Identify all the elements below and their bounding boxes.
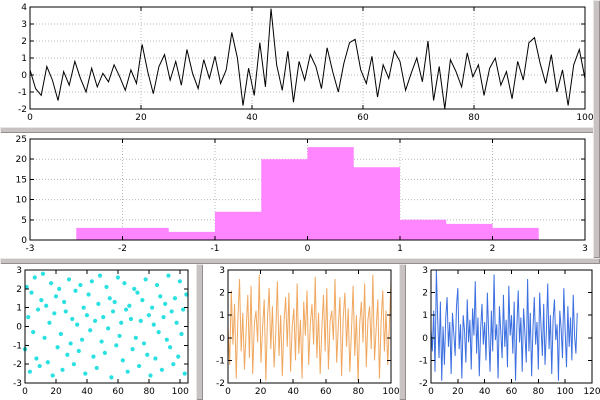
svg-text:5: 5	[21, 216, 27, 226]
svg-text:3: 3	[422, 266, 428, 276]
svg-text:3: 3	[21, 20, 27, 30]
svg-text:1: 1	[397, 244, 403, 254]
svg-text:3: 3	[16, 266, 22, 276]
svg-text:20: 20	[255, 387, 267, 397]
svg-text:100: 100	[172, 387, 189, 397]
svg-text:2: 2	[422, 289, 428, 299]
svg-text:40: 40	[287, 387, 299, 397]
svg-text:-1: -1	[419, 356, 428, 366]
svg-text:60: 60	[112, 387, 124, 397]
svg-text:60: 60	[506, 387, 518, 397]
svg-text:80: 80	[468, 113, 480, 123]
svg-text:2: 2	[219, 289, 225, 299]
svg-text:40: 40	[479, 387, 491, 397]
svg-text:80: 80	[143, 387, 155, 397]
svg-text:0: 0	[225, 387, 231, 397]
svg-text:4: 4	[21, 3, 27, 13]
svg-text:-2: -2	[18, 105, 27, 115]
svg-text:1: 1	[422, 311, 428, 321]
svg-text:60: 60	[320, 387, 332, 397]
svg-text:-3: -3	[26, 244, 35, 254]
svg-text:0: 0	[428, 387, 434, 397]
svg-text:120: 120	[583, 387, 600, 397]
svg-text:1: 1	[21, 54, 27, 64]
svg-text:3: 3	[582, 244, 588, 254]
svg-text:-2: -2	[13, 360, 22, 370]
svg-text:-1: -1	[13, 341, 22, 351]
svg-text:0: 0	[16, 323, 22, 333]
panel-noise-line-blue: 0 20 40 60 80 100 120 -2 -1 0 1 2 3	[406, 264, 600, 400]
svg-text:80: 80	[533, 387, 545, 397]
svg-text:80: 80	[353, 387, 365, 397]
svg-text:20: 20	[135, 113, 147, 123]
svg-text:0: 0	[27, 113, 33, 123]
svg-text:-1: -1	[216, 356, 225, 366]
noise-line-black-chart: 0 20 40 60 80 100 -2 -1 0 1 2 3 4	[18, 3, 593, 123]
noise-line-orange-chart: 0 20 40 60 80 100 -2 -1 0 1 2 3	[216, 266, 399, 397]
svg-text:20: 20	[50, 387, 62, 397]
svg-text:1: 1	[16, 304, 22, 314]
svg-text:25: 25	[16, 135, 27, 145]
panel-histogram-pink: -3 -2 -1 0 1 2 3 0 5 10 15 20 25	[0, 133, 593, 258]
svg-text:40: 40	[81, 387, 93, 397]
svg-text:0: 0	[422, 334, 428, 344]
panel-scatter-cyan: 0 20 40 60 80 100 -3 -2 -1 0 1 2 3	[0, 264, 196, 400]
svg-text:100: 100	[382, 387, 399, 397]
svg-text:-1: -1	[18, 88, 27, 98]
svg-text:10: 10	[16, 196, 28, 206]
scatter-cyan-chart: 0 20 40 60 80 100 -3 -2 -1 0 1 2 3	[13, 266, 189, 397]
svg-text:20: 20	[452, 387, 464, 397]
svg-text:2: 2	[16, 285, 22, 295]
svg-text:-3: -3	[13, 379, 22, 389]
noise-line-blue-chart: 0 20 40 60 80 100 120 -2 -1 0 1 2 3	[419, 266, 600, 397]
svg-text:3: 3	[219, 266, 225, 276]
svg-text:15: 15	[16, 175, 27, 185]
vertical-separator	[593, 0, 600, 258]
svg-text:0: 0	[21, 71, 27, 81]
svg-text:0: 0	[22, 387, 28, 397]
svg-text:60: 60	[357, 113, 369, 123]
svg-text:100: 100	[576, 113, 593, 123]
svg-text:20: 20	[16, 155, 28, 165]
panel-noise-line-orange: 0 20 40 60 80 100 -2 -1 0 1 2 3	[203, 264, 399, 400]
svg-text:0: 0	[219, 334, 225, 344]
svg-text:100: 100	[557, 387, 574, 397]
svg-text:-1: -1	[211, 244, 220, 254]
histogram-pink-chart: -3 -2 -1 0 1 2 3 0 5 10 15 20 25	[16, 135, 588, 254]
svg-text:2: 2	[21, 37, 27, 47]
svg-text:2: 2	[490, 244, 496, 254]
svg-text:-2: -2	[216, 379, 225, 389]
horizontal-separator	[0, 258, 600, 264]
svg-text:0: 0	[21, 236, 27, 246]
svg-text:1: 1	[219, 311, 225, 321]
svg-text:0: 0	[305, 244, 311, 254]
vertical-separator	[399, 264, 406, 400]
panel-noise-line-black: 0 20 40 60 80 100 -2 -1 0 1 2 3 4	[0, 0, 593, 127]
vertical-separator	[196, 264, 203, 400]
svg-text:-2: -2	[419, 379, 428, 389]
svg-text:40: 40	[246, 113, 258, 123]
svg-text:-2: -2	[118, 244, 127, 254]
horizontal-separator	[0, 127, 600, 133]
